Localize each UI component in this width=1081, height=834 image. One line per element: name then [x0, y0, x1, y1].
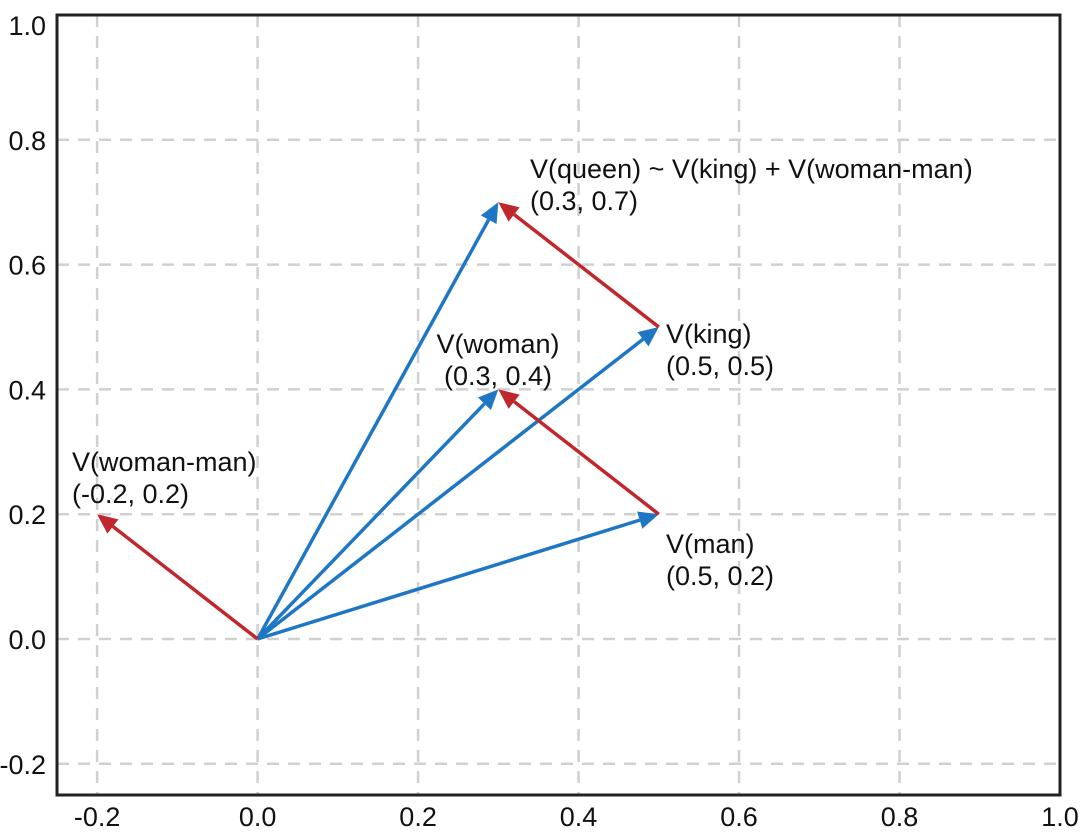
- x-tick-label: -0.2: [74, 802, 121, 832]
- tick-labels: -0.2 0.0 0.2 0.4 0.6 0.8 1.0 -0.2 0.0 0.2 0.4 0.6 0.…: [0, 11, 1079, 832]
- annotation-woman: V(woman) (0.3, 0.4): [436, 329, 559, 391]
- annotation-line: (0.5, 0.2): [666, 561, 774, 591]
- vector-shaft: [256, 218, 491, 640]
- vector-arrowhead: [477, 389, 499, 411]
- y-tick-label: 0.2: [8, 500, 46, 530]
- plot-frame: [55, 13, 1062, 797]
- x-tick-label: 0.2: [399, 802, 437, 832]
- vector-shaft: [257, 518, 641, 641]
- annotation-line: (-0.2, 0.2): [72, 479, 189, 509]
- annotation-woman-man: V(woman-man) (-0.2, 0.2): [72, 447, 257, 509]
- y-tick-label: 1.0: [8, 11, 46, 41]
- annotation-line: V(woman): [436, 329, 559, 359]
- y-tick-label: -0.2: [0, 750, 46, 780]
- y-tick-label: 0.6: [8, 251, 46, 281]
- x-tick-label: 0.4: [560, 802, 598, 832]
- y-tick-label: 0.8: [8, 126, 46, 156]
- x-tick-label: 1.0: [1041, 802, 1079, 832]
- annotation-line: V(queen) ~ V(king) + V(woman-man): [530, 154, 973, 184]
- vector-shaft: [513, 400, 660, 516]
- annotation-man: V(man) (0.5, 0.2): [666, 529, 774, 591]
- vector-shaft: [256, 337, 645, 641]
- vector-shaft: [513, 213, 660, 329]
- vector-arrowhead: [498, 389, 520, 409]
- annotation-line: (0.3, 0.7): [530, 186, 638, 216]
- vector-king-to-queen: [498, 202, 660, 329]
- x-tick-label: 0.6: [720, 802, 758, 832]
- x-tick-label: 0.0: [239, 802, 277, 832]
- y-tick-label: 0.4: [8, 375, 46, 405]
- annotations: V(queen) ~ V(king) + V(woman-man) (0.3, 0…: [72, 154, 973, 591]
- vector-queen: [256, 202, 499, 640]
- vector-man: [257, 511, 659, 641]
- vector-arrowhead: [637, 327, 659, 347]
- x-tick-label: 0.8: [881, 802, 919, 832]
- annotation-line: (0.3, 0.4): [444, 361, 552, 391]
- vector-king: [256, 327, 659, 641]
- vector-arrowhead: [480, 202, 499, 225]
- annotation-king: V(king) (0.5, 0.5): [666, 319, 774, 381]
- vector-woman: [256, 389, 499, 641]
- vector-arrowhead: [498, 202, 520, 222]
- vector-shaft: [256, 402, 486, 641]
- annotation-line: V(man): [666, 529, 755, 559]
- vector-woman-man: [97, 514, 259, 641]
- vector-man-to-woman: [498, 389, 660, 516]
- annotation-queen: V(queen) ~ V(king) + V(woman-man) (0.3, 0…: [530, 154, 973, 216]
- vector-arrowhead: [637, 511, 659, 529]
- vector-shaft: [111, 525, 259, 641]
- vector-arrowhead: [97, 514, 119, 534]
- annotation-line: V(king): [666, 319, 752, 349]
- annotation-line: V(woman-man): [72, 447, 257, 477]
- annotation-line: (0.5, 0.5): [666, 351, 774, 381]
- y-tick-label: 0.0: [8, 625, 46, 655]
- vectors: [97, 202, 660, 641]
